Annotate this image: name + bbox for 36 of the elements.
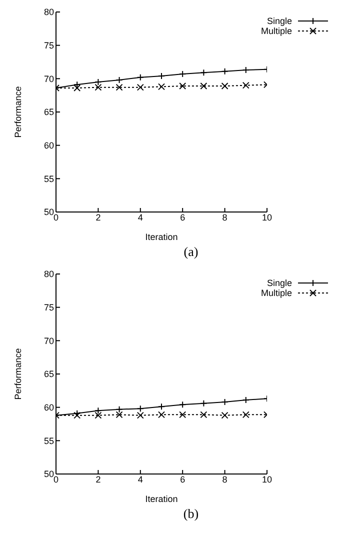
legend-label: Multiple bbox=[260, 26, 292, 36]
y-tick-label: 75 bbox=[44, 40, 54, 51]
x-axis-title: Iteration bbox=[145, 494, 178, 504]
x-axis-title: Iteration bbox=[145, 232, 178, 242]
x-tick-label: 0 bbox=[53, 474, 59, 484]
x-tick-label: 8 bbox=[222, 212, 228, 222]
y-tick-label: 50 bbox=[44, 207, 54, 218]
y-tick-label: 65 bbox=[44, 369, 54, 380]
text: (a) bbox=[182, 244, 200, 260]
x-tick-label: 4 bbox=[138, 474, 143, 484]
legend-label: Multiple bbox=[260, 288, 292, 298]
y-axis-title: Performance bbox=[13, 86, 24, 138]
y-tick-label: 70 bbox=[44, 336, 54, 346]
x-tick-label: 6 bbox=[180, 212, 186, 222]
y-tick-label: 55 bbox=[44, 436, 54, 446]
y-tick-label: 60 bbox=[44, 140, 54, 151]
y-tick-label: 55 bbox=[44, 174, 54, 184]
x-tick-label: 8 bbox=[222, 474, 228, 484]
y-tick-label: 80 bbox=[44, 7, 54, 18]
x-tick-label: 4 bbox=[138, 212, 143, 222]
x-tick-label: 10 bbox=[262, 212, 272, 222]
x-tick-label: 2 bbox=[96, 212, 101, 222]
y-tick-label: 50 bbox=[44, 469, 54, 480]
x-tick-label: 2 bbox=[96, 474, 101, 484]
x-tick-label: 0 bbox=[53, 212, 59, 222]
x-tick-label: 10 bbox=[262, 474, 272, 484]
y-tick-label: 60 bbox=[44, 402, 54, 413]
legend-label: Single bbox=[266, 278, 292, 288]
x-tick-label: 6 bbox=[180, 474, 186, 484]
y-tick-label: 65 bbox=[44, 107, 54, 118]
y-tick-label: 80 bbox=[44, 269, 54, 280]
legend-label: Single bbox=[266, 16, 292, 26]
y-axis-title: Performance bbox=[13, 348, 24, 400]
y-tick-label: 75 bbox=[44, 302, 54, 313]
text: (b) bbox=[182, 506, 200, 522]
y-tick-label: 70 bbox=[44, 74, 54, 84]
